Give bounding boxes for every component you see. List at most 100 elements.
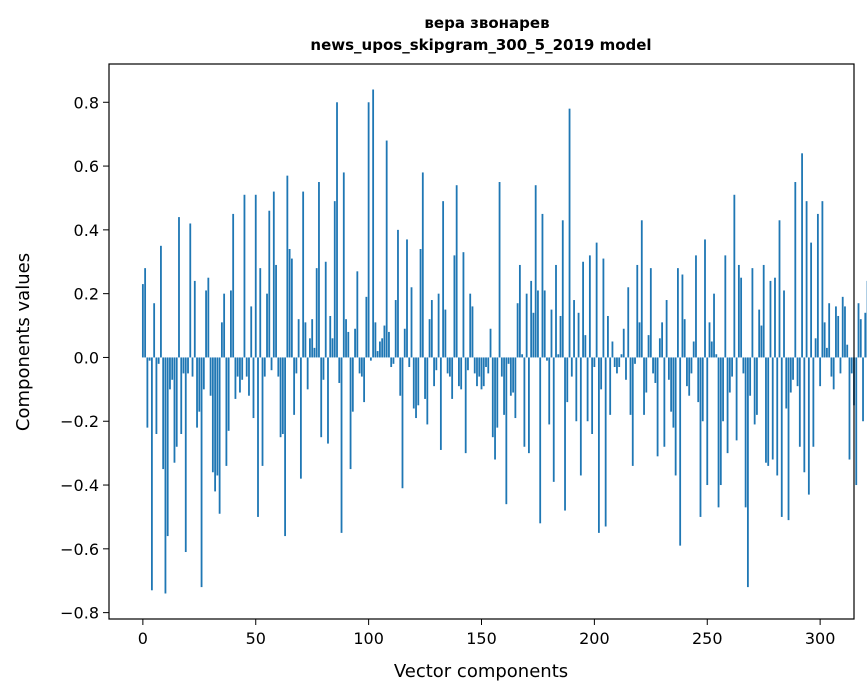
- bar-203: [600, 357, 603, 390]
- bar-138: [453, 255, 456, 358]
- bar-77: [315, 268, 318, 358]
- bar-281: [776, 357, 779, 476]
- bar-26: [200, 357, 203, 588]
- bar-156: [494, 357, 496, 460]
- bar-292: [801, 153, 803, 358]
- x-tick-label-200: 200: [579, 629, 610, 648]
- bar-176: [539, 357, 542, 524]
- bar-229: [658, 338, 661, 358]
- bar-61: [279, 357, 282, 438]
- bar-226: [652, 357, 654, 374]
- bar-49: [252, 357, 255, 419]
- bar-225: [649, 268, 652, 358]
- bar-1: [144, 268, 147, 358]
- bar-21: [189, 223, 192, 358]
- bar-309: [839, 357, 842, 374]
- bar-154: [489, 328, 492, 358]
- bar-312: [846, 344, 849, 358]
- bar-307: [835, 306, 837, 358]
- bar-233: [667, 357, 670, 380]
- bar-131: [437, 293, 440, 358]
- bar-280: [774, 277, 776, 358]
- bar-88: [340, 357, 343, 533]
- bar-175: [537, 290, 539, 358]
- bar-202: [597, 357, 600, 533]
- y-axis-label: Components values: [13, 253, 34, 431]
- bar-99: [365, 296, 368, 358]
- bar-196: [584, 335, 587, 358]
- bar-65: [288, 249, 291, 358]
- bar-31: [211, 357, 214, 473]
- bar-261: [731, 357, 733, 377]
- bar-151: [482, 357, 485, 387]
- bar-274: [760, 325, 763, 358]
- bar-252: [710, 341, 713, 358]
- bar-2: [146, 357, 149, 428]
- bar-25: [198, 357, 201, 412]
- bar-234: [670, 357, 673, 412]
- bars-group: [141, 89, 867, 594]
- bar-105: [379, 341, 381, 358]
- bar-188: [566, 357, 569, 403]
- bar-97: [360, 357, 363, 377]
- bar-147: [473, 357, 476, 374]
- bar-303: [826, 347, 828, 358]
- bar-119: [410, 287, 413, 358]
- bar-41: [234, 357, 237, 399]
- bar-23: [193, 280, 196, 358]
- bar-199: [591, 357, 594, 434]
- bar-104: [376, 351, 379, 358]
- bar-305: [830, 357, 833, 377]
- bar-76: [313, 347, 316, 358]
- bar-148: [476, 357, 478, 387]
- bar-58: [272, 191, 275, 358]
- bar-121: [415, 357, 417, 419]
- bar-247: [699, 357, 702, 517]
- bar-124: [421, 172, 424, 358]
- bar-262: [733, 194, 736, 358]
- bar-205: [604, 357, 607, 527]
- bar-47: [248, 357, 250, 396]
- bar-193: [577, 312, 580, 358]
- bar-48: [250, 306, 253, 358]
- bar-228: [656, 357, 659, 457]
- bar-242: [688, 357, 691, 396]
- bar-43: [239, 357, 241, 393]
- bar-181: [550, 309, 553, 358]
- bar-137: [451, 357, 454, 399]
- bar-133: [442, 201, 445, 358]
- bar-96: [358, 357, 361, 374]
- bar-194: [579, 357, 582, 476]
- bar-314: [850, 357, 853, 374]
- bar-200: [593, 357, 596, 368]
- bar-231: [663, 357, 666, 447]
- bar-300: [819, 357, 822, 387]
- bar-197: [586, 357, 589, 422]
- bar-155: [491, 357, 494, 438]
- bar-273: [758, 309, 761, 358]
- bar-257: [722, 357, 724, 422]
- x-axis-label: Vector components: [394, 661, 568, 682]
- bar-87: [338, 357, 341, 383]
- bar-120: [412, 357, 415, 409]
- bar-135: [446, 357, 449, 374]
- bar-187: [564, 357, 566, 511]
- bar-186: [561, 220, 564, 358]
- bar-275: [762, 264, 765, 358]
- bar-218: [634, 357, 636, 364]
- bar-297: [812, 357, 815, 447]
- bar-145: [469, 293, 472, 358]
- bar-15: [175, 357, 178, 447]
- bar-248: [701, 357, 704, 422]
- bar-254: [715, 354, 718, 358]
- x-tick-label-300: 300: [805, 629, 836, 648]
- bar-12: [169, 357, 171, 390]
- bar-11: [166, 357, 169, 537]
- bar-118: [408, 357, 411, 368]
- bar-258: [724, 255, 727, 358]
- bar-62: [281, 357, 284, 434]
- bar-223: [645, 357, 648, 393]
- bar-6: [155, 357, 158, 434]
- bar-189: [568, 108, 571, 358]
